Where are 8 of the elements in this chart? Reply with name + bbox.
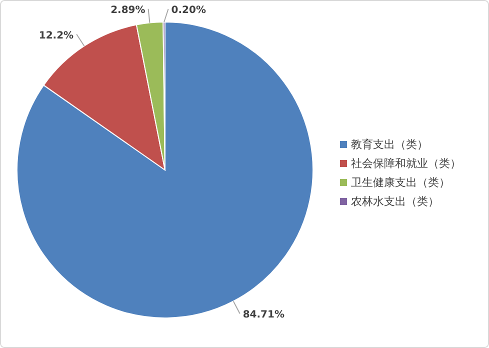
legend-label: 社会保障和就业（类） — [351, 157, 461, 170]
legend-label: 卫生健康支出（类） — [351, 176, 450, 189]
data-label: 0.20% — [171, 5, 206, 16]
data-label: 84.71% — [242, 310, 285, 321]
data-label: 2.89% — [110, 4, 146, 16]
legend-label: 农林水支出（类） — [351, 195, 439, 208]
legend-label: 教育支出（类） — [351, 138, 428, 151]
data-label: 12.2% — [38, 30, 74, 42]
